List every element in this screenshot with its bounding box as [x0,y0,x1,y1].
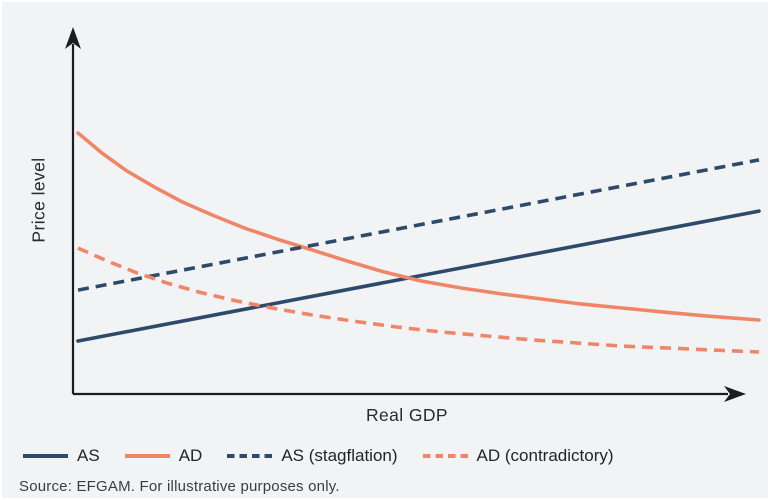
legend-label: AD (contradictory) [476,446,614,465]
y-axis-label: Price level [29,157,49,242]
curves-group [76,131,761,354]
legend-label: AS [77,446,100,465]
source-note: Source: EFGAM. For illustrative purposes… [19,478,340,495]
curve-ad [76,131,761,322]
legend-label: AS (stagflation) [281,446,398,465]
legend-solid-line-icon [23,454,68,458]
curve-ad-contradictory [77,246,760,354]
legend-dashed-line-icon [422,454,468,458]
legend-item: AS [23,446,100,466]
curve-as-stagflation [77,158,760,292]
legend-item: AD (contradictory) [422,446,614,466]
chart-canvas: Price level Real GDP [29,27,761,425]
legend-item: AD [124,446,203,466]
legend-label: AD [178,446,203,465]
curve-as [76,209,761,343]
y-axis-arrow-icon [65,27,81,49]
x-axis-arrow-icon [724,386,746,402]
x-axis-label: Real GDP [366,405,448,425]
legend: AS AD AS (stagflation) AD (contradictory) [23,445,614,467]
legend-solid-line-icon [124,454,170,458]
legend-item: AS (stagflation) [227,446,398,466]
legend-dashed-line-icon [227,454,273,458]
